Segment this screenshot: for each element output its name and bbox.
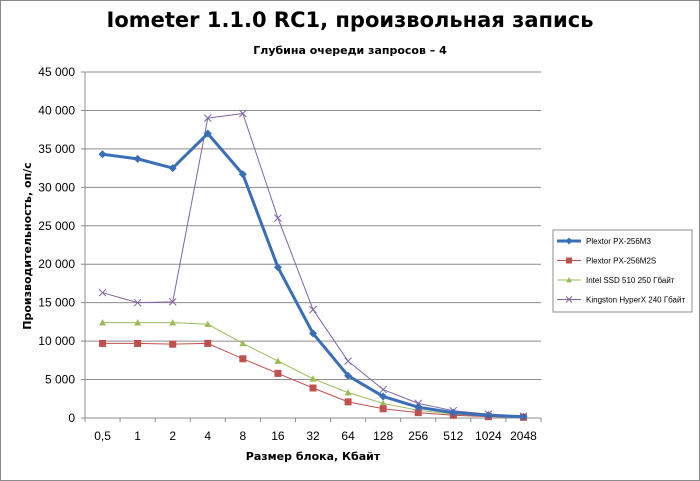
data-point	[133, 154, 142, 163]
x-tick-label: 512	[443, 429, 463, 443]
data-point	[484, 411, 493, 420]
data-point	[344, 371, 353, 380]
data-point	[134, 339, 142, 347]
data-point	[414, 403, 423, 412]
data-point	[238, 109, 247, 118]
data-point	[309, 384, 317, 392]
y-tick-label: 0	[68, 411, 75, 425]
data-point	[379, 405, 387, 413]
data-point	[99, 319, 107, 326]
x-tick-label: 2048	[510, 429, 537, 443]
series-group	[98, 109, 528, 421]
data-point	[273, 263, 282, 272]
data-point	[239, 355, 247, 363]
data-point	[274, 214, 282, 222]
y-tick-label: 20 000	[38, 257, 75, 271]
data-point	[274, 369, 282, 377]
data-point	[238, 170, 247, 179]
data-point	[519, 412, 528, 421]
y-tick-labels: 0 5 000 10 000 15 000 20 000 25 000 30 000 35 0…	[38, 65, 75, 425]
legend-entry: Plextor PX-256M2S	[557, 257, 656, 266]
data-point	[239, 339, 247, 347]
y-axis-label: Производительность, оп/с	[21, 162, 34, 329]
legend-label: Intel SSD 510 250 Гбайт	[586, 276, 675, 285]
y-tick-label: 40 000	[38, 103, 75, 117]
data-point	[169, 340, 177, 348]
data-point	[168, 164, 177, 173]
x-tick-label: 2	[169, 429, 176, 443]
data-point	[203, 114, 212, 122]
legend: Plextor PX-256M3 Plextor PX-256M2S Intel S…	[552, 229, 693, 313]
x-tick-label: 1	[134, 429, 141, 443]
y-tick-label: 25 000	[38, 219, 75, 233]
data-point	[274, 357, 282, 364]
legend-entry: Intel SSD 510 250 Гбайт	[557, 276, 675, 285]
data-point	[98, 288, 107, 297]
x-tick-label: 8	[240, 429, 247, 443]
data-point	[566, 257, 572, 264]
data-point	[309, 305, 317, 314]
y-tick-label: 5 000	[45, 373, 75, 387]
y-tick-label: 35 000	[38, 142, 75, 156]
x-tick-label: 64	[341, 429, 355, 443]
data-point	[379, 399, 387, 407]
data-point	[449, 408, 458, 417]
x-tick-label: 16	[271, 429, 285, 443]
y-tick-label: 30 000	[38, 180, 75, 194]
legend-entry: Plextor PX-256M3	[557, 237, 651, 246]
x-tick-label: 32	[306, 429, 320, 443]
x-tick-labels: 0,5 1 2 4 8 16 32 64 128 256 512 1024 2048	[94, 429, 537, 443]
x-tick-label: 4	[204, 429, 211, 443]
data-point	[344, 389, 352, 396]
data-point	[309, 329, 317, 338]
grid-lines	[81, 71, 541, 419]
data-point	[309, 375, 317, 382]
data-point	[98, 150, 107, 159]
data-point	[169, 319, 177, 326]
data-point	[203, 129, 212, 138]
data-point	[565, 296, 573, 303]
chart-subtitle: Глубина очереди запросов – 4	[253, 44, 447, 57]
data-point	[414, 409, 422, 417]
series-0	[98, 129, 528, 421]
series-line	[102, 113, 524, 417]
chart-title: Iometer 1.1.0 RC1, произвольная запись	[106, 8, 594, 32]
series-3	[98, 109, 528, 420]
x-tick-label: 0,5	[94, 429, 111, 443]
legend-label: Plextor PX-256M2S	[586, 257, 656, 266]
legend-entry: Kingston HyperX 240 Гбайт	[557, 296, 685, 305]
y-tick-label: 15 000	[38, 296, 75, 310]
data-point	[344, 398, 352, 406]
series-line	[102, 132, 524, 419]
data-point	[133, 298, 142, 307]
y-tick-label: 45 000	[38, 65, 75, 79]
data-point	[379, 392, 388, 401]
y-tick-label: 10 000	[38, 334, 75, 348]
x-tick-label: 256	[408, 429, 428, 443]
x-axis-label: Размер блока, Кбайт	[246, 450, 381, 463]
data-point	[204, 320, 212, 327]
data-point	[565, 237, 573, 245]
x-tick-label: 128	[373, 429, 393, 443]
legend-label: Kingston HyperX 240 Гбайт	[586, 296, 685, 305]
data-point	[168, 298, 177, 306]
data-point	[379, 385, 388, 394]
axes	[84, 72, 542, 422]
data-point	[134, 319, 142, 326]
legend-box	[552, 229, 693, 313]
legend-label: Plextor PX-256M3	[586, 237, 651, 246]
data-point	[344, 357, 352, 365]
data-point	[99, 339, 107, 347]
data-point	[566, 277, 572, 283]
x-tick-label: 1024	[475, 429, 502, 443]
data-point	[204, 339, 212, 347]
